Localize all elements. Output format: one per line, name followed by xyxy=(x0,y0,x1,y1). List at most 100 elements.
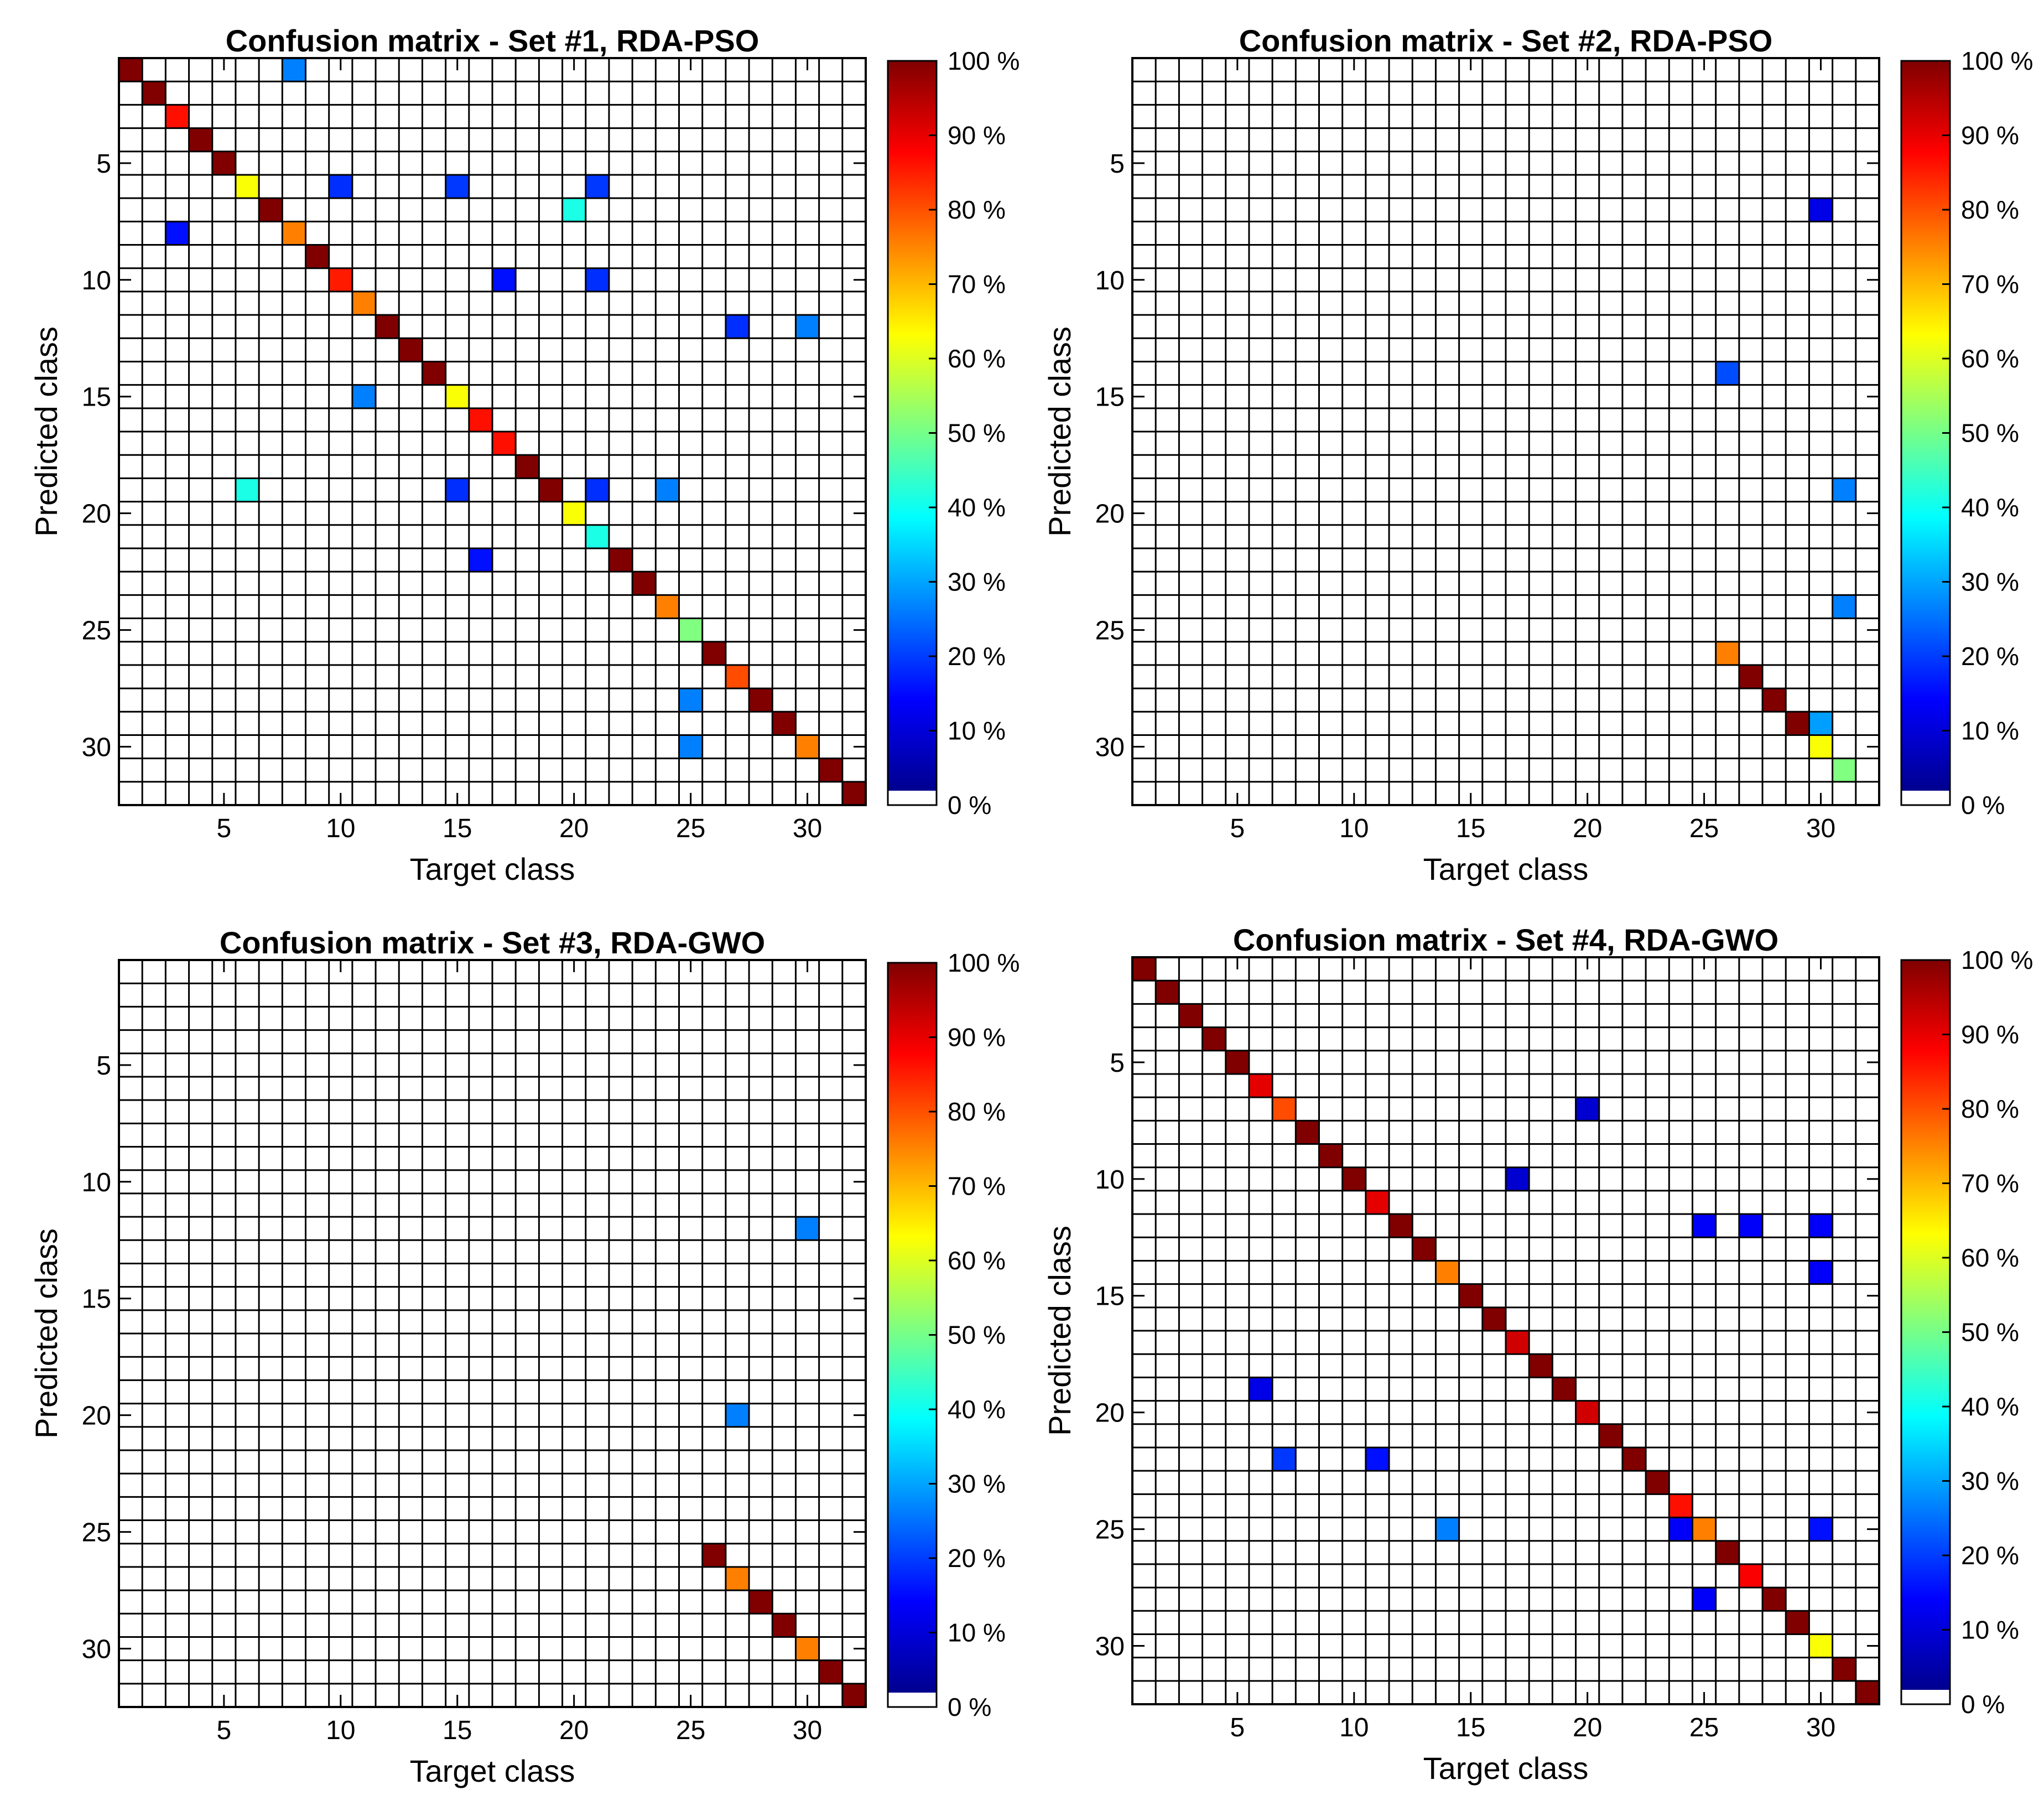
axes-frame xyxy=(1131,57,1880,806)
matrix-cell xyxy=(1132,957,1156,981)
matrix-cell xyxy=(585,478,609,502)
matrix-cell xyxy=(1692,1214,1716,1238)
colorbar-gradient xyxy=(888,61,937,791)
colorbar-tick-label: 80 % xyxy=(948,195,1006,224)
colorbar-tick-label: 70 % xyxy=(948,1172,1006,1201)
matrix-cell xyxy=(445,174,469,199)
matrix-cell xyxy=(702,641,726,665)
matrix-cell xyxy=(1669,1517,1693,1541)
matrix-cell xyxy=(772,712,796,735)
matrix-cell xyxy=(1809,1634,1833,1658)
colorbar-tick-label: 10 % xyxy=(948,717,1006,745)
matrix-cell xyxy=(819,758,842,782)
matrix-cell xyxy=(235,478,259,502)
matrix-cell xyxy=(1342,1167,1366,1191)
y-axis-label: Predicted class xyxy=(29,326,64,537)
y-tick-label: 30 xyxy=(82,1635,111,1664)
matrix-cell xyxy=(679,618,703,642)
y-tick-label: 15 xyxy=(1095,1282,1125,1311)
matrix-cell xyxy=(725,315,750,339)
x-tick-label: 20 xyxy=(559,1716,589,1745)
matrix-cell xyxy=(702,1543,726,1567)
y-tick-label: 20 xyxy=(82,500,111,529)
matrix-cell xyxy=(212,151,236,175)
y-tick-label: 10 xyxy=(82,266,111,295)
matrix-cell xyxy=(1249,1073,1273,1098)
matrix-cell xyxy=(749,688,773,712)
x-tick-label: 15 xyxy=(443,814,472,843)
matrix-cell xyxy=(795,315,819,339)
matrix-cell xyxy=(1599,1424,1622,1447)
matrix-cell xyxy=(725,665,750,689)
matrix-cell xyxy=(259,198,283,222)
y-tick-label: 15 xyxy=(82,1285,111,1314)
y-tick-label: 30 xyxy=(1095,1632,1125,1662)
matrix-cell xyxy=(1739,1214,1763,1238)
colorbar-tick-label: 50 % xyxy=(948,1321,1006,1350)
colorbar-tick-label: 40 % xyxy=(948,493,1006,522)
matrix-cell xyxy=(842,781,866,805)
panel-set-2: Confusion matrix - Set #2, RDA-PSO 5 10 15 2… xyxy=(1042,23,2033,886)
colorbar-tick-label: 60 % xyxy=(1961,344,2019,373)
colorbar-tick-label: 0 % xyxy=(1961,791,2005,819)
matrix-cell xyxy=(749,1590,773,1614)
matrix-cell xyxy=(1622,1447,1646,1471)
matrix-cell xyxy=(656,595,679,619)
colorbar-tick-label: 60 % xyxy=(948,1246,1006,1275)
colorbar-tick-label: 10 % xyxy=(1961,1616,2019,1644)
x-tick-label: 25 xyxy=(1689,1713,1719,1742)
matrix-cell xyxy=(539,478,563,502)
colorbar-tick-label: 100 % xyxy=(1961,46,2033,75)
colorbar-zero-band xyxy=(1901,791,1950,805)
y-tick-label: 5 xyxy=(96,149,111,179)
matrix-cell xyxy=(795,1637,819,1661)
matrix-cell xyxy=(1786,1611,1809,1635)
matrix-cell xyxy=(1715,641,1739,665)
matrix-cell xyxy=(819,1660,842,1684)
matrix-cell xyxy=(1319,1144,1343,1168)
matrix-cell xyxy=(1715,361,1739,385)
colorbar-tick-label: 70 % xyxy=(1961,1169,2019,1198)
x-tick-label: 5 xyxy=(1230,814,1245,843)
colorbar-tick-label: 10 % xyxy=(948,1618,1006,1647)
y-tick-label: 15 xyxy=(1095,383,1125,412)
matrix-cell xyxy=(1739,1564,1763,1588)
matrix-cell xyxy=(1809,712,1833,735)
matrix-cell xyxy=(1739,665,1763,689)
colorbar-tick-label: 50 % xyxy=(948,419,1006,448)
matrix-cell xyxy=(1296,1120,1319,1144)
matrix-cell xyxy=(1646,1471,1669,1495)
colorbar-tick-label: 40 % xyxy=(1961,493,2019,522)
x-tick-label: 10 xyxy=(326,1716,355,1745)
x-tick-label: 25 xyxy=(1689,814,1719,843)
colorbar-tick-label: 90 % xyxy=(1961,1020,2019,1049)
matrix-cell xyxy=(1762,1587,1786,1611)
x-tick-label: 20 xyxy=(559,814,589,843)
colorbar-gradient xyxy=(1901,61,1950,791)
axes-frame xyxy=(118,57,867,806)
matrix-cell xyxy=(1389,1214,1413,1238)
x-tick-label: 15 xyxy=(443,1716,472,1745)
y-tick-label: 20 xyxy=(1095,500,1125,529)
x-tick-label: 20 xyxy=(1573,814,1602,843)
colorbar-tick-label: 60 % xyxy=(948,344,1006,373)
matrix-cell xyxy=(1786,712,1809,735)
panel-set-1: Confusion matrix - Set #1, RDA-PSO 5 10 15 2… xyxy=(29,23,1020,886)
matrix-cell xyxy=(795,1217,819,1241)
matrix-cell xyxy=(445,385,469,408)
colorbar-tick-label: 20 % xyxy=(948,642,1006,671)
matrix-cell xyxy=(516,455,539,479)
x-tick-label: 25 xyxy=(676,814,705,843)
matrix-cell xyxy=(1832,595,1856,619)
matrix-cell xyxy=(1552,1377,1576,1401)
colorbar-tick-label: 100 % xyxy=(948,948,1020,977)
matrix-cell xyxy=(165,105,189,128)
colorbar-tick-label: 90 % xyxy=(948,121,1006,150)
matrix-cell xyxy=(562,198,586,222)
colorbar-tick-label: 40 % xyxy=(948,1395,1006,1424)
matrix-cell xyxy=(562,501,586,525)
matrix-cell xyxy=(492,268,516,292)
colorbar-zero-band xyxy=(888,791,937,805)
y-tick-label: 20 xyxy=(1095,1399,1125,1428)
